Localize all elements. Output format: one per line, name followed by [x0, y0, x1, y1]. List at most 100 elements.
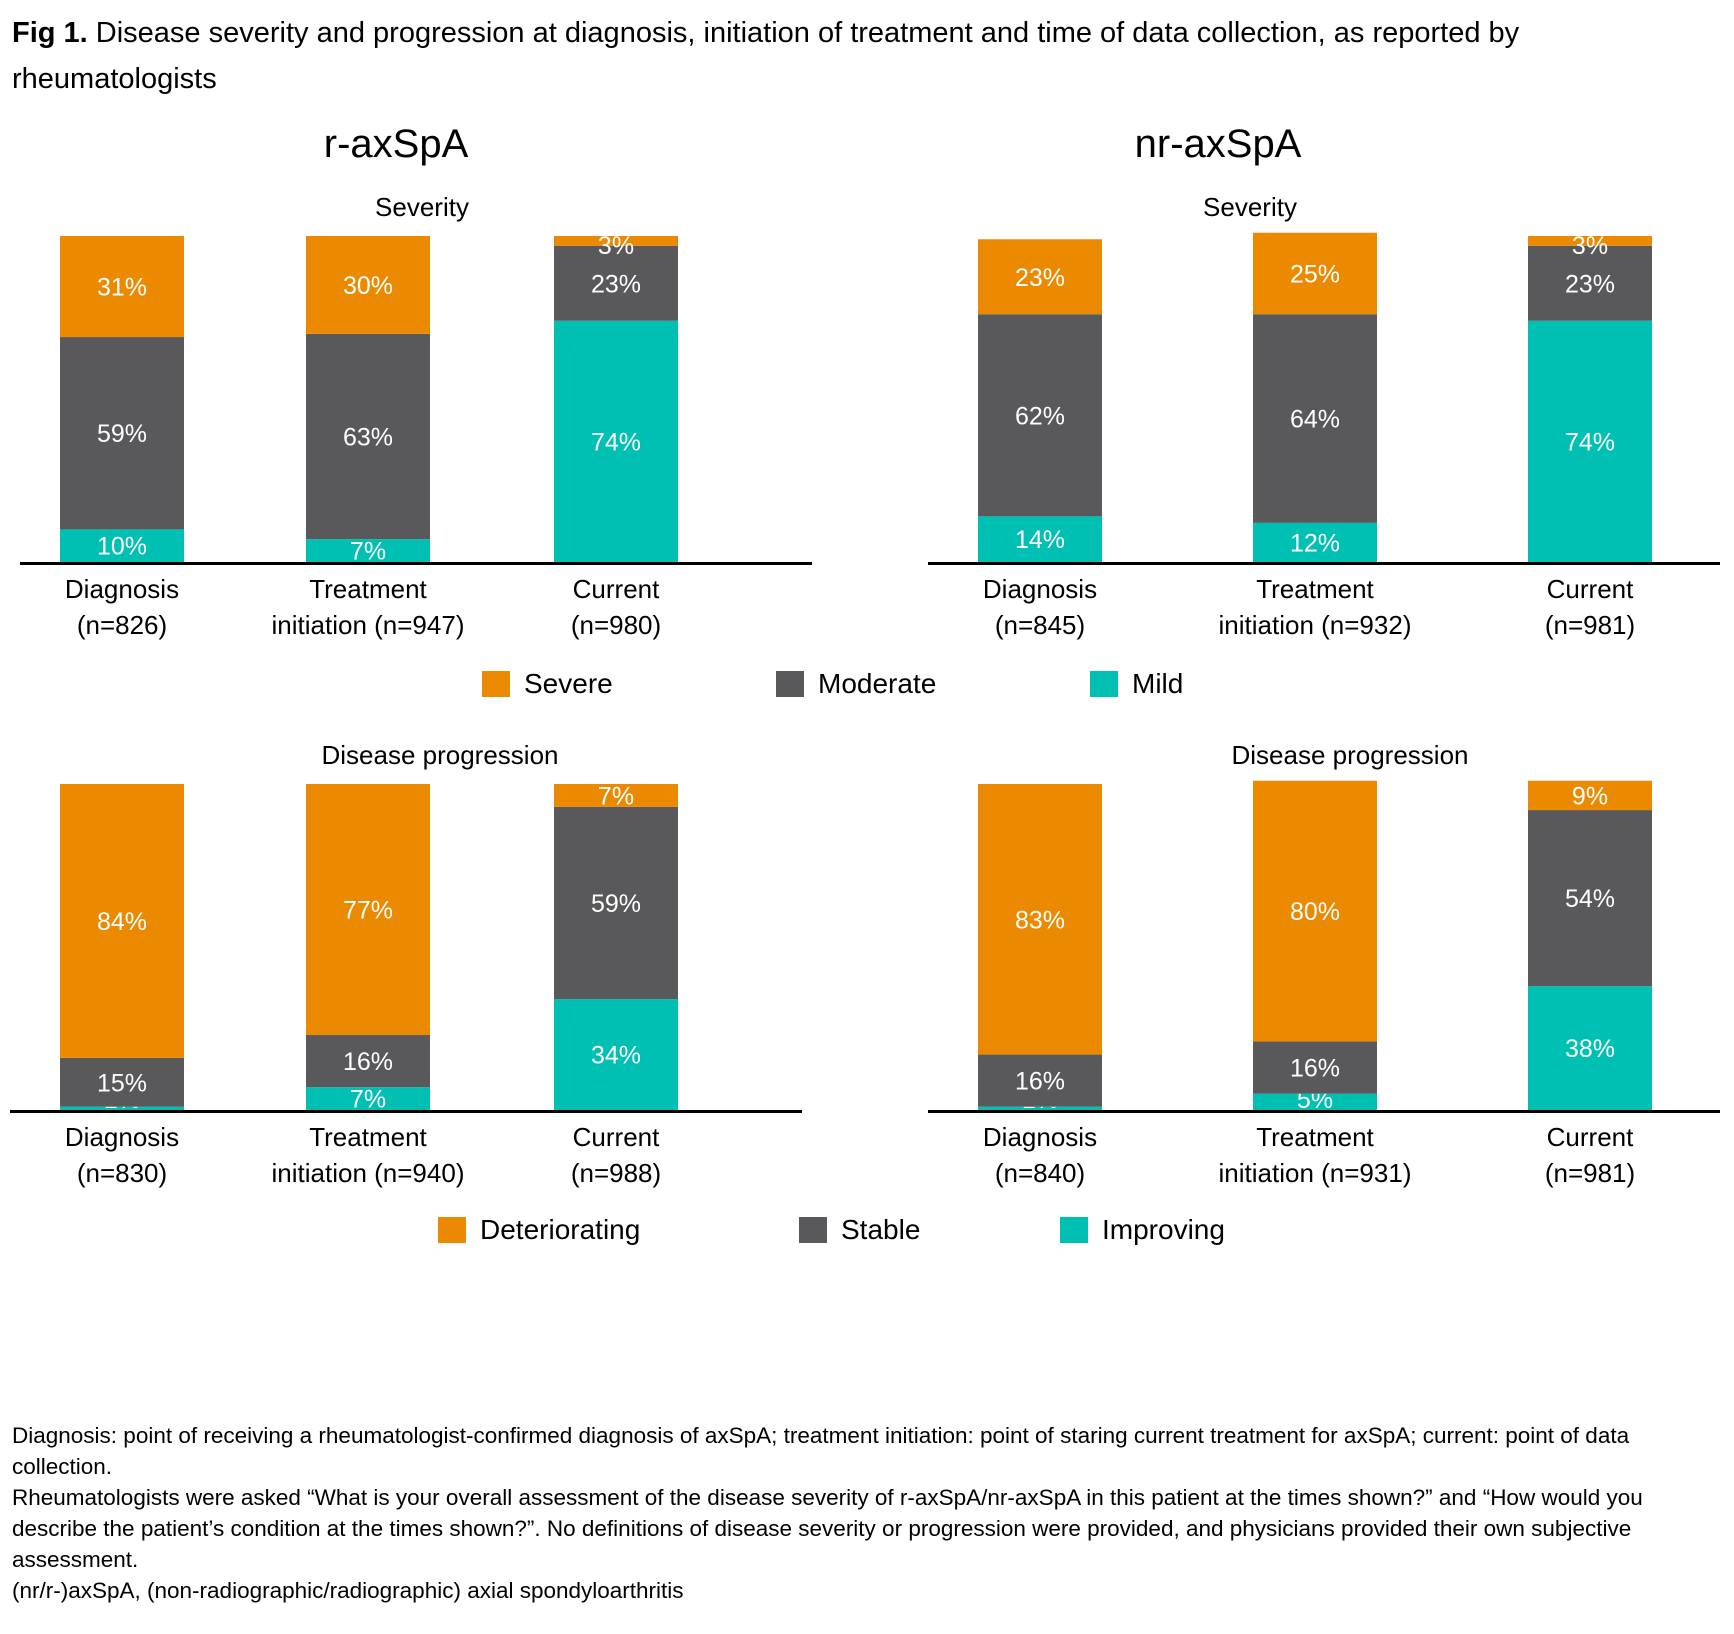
figure-caption: Disease severity and progression at diag…: [12, 17, 1520, 95]
legend-label-stable: Stable: [841, 1214, 921, 1245]
legend-label-severe: Severe: [524, 668, 613, 699]
category-label: Treatment: [1256, 574, 1374, 604]
legend-swatch-stable: [799, 1217, 827, 1243]
bar-segment-severe: [60, 236, 184, 338]
bar-segment-severe: [554, 236, 678, 246]
data-label-mild: 74%: [591, 428, 641, 456]
bar-segment-improving: [306, 1087, 430, 1110]
data-label-mild: 10%: [97, 533, 147, 561]
bar-segment-severe: [1253, 232, 1377, 315]
bar-segment-improving: [1253, 1093, 1377, 1110]
data-label-moderate: 23%: [1565, 270, 1615, 298]
category-label: Diagnosis: [65, 574, 179, 604]
data-label-improving: 7%: [350, 1086, 386, 1114]
figure-notes: Diagnosis: point of receiving a rheumato…: [12, 1420, 1722, 1606]
bar-segment-stable: [1528, 810, 1652, 987]
category-label: initiation (n=947): [272, 610, 465, 640]
bar-segment-stable: [554, 806, 678, 1000]
bar-segment-moderate: [978, 314, 1102, 517]
bar-segment-stable: [1253, 1041, 1377, 1094]
panel-title-nr-progression: Disease progression: [1231, 740, 1469, 770]
data-label-severe: 30%: [343, 272, 393, 300]
bar-segment-severe: [978, 239, 1102, 315]
bar-segment-improving: [978, 1106, 1102, 1110]
bar-segment-improving: [554, 999, 678, 1110]
legend-item-moderate: Moderate: [776, 668, 936, 700]
category-label: (n=988): [571, 1158, 661, 1188]
category-label: Treatment: [309, 574, 427, 604]
panel-title-r-severity: Severity: [375, 192, 469, 222]
bar-segment-mild: [306, 539, 430, 562]
data-label-severe: 3%: [598, 232, 634, 260]
note-abbreviations: (nr/r-)axSpA, (non-radiographic/radiogra…: [12, 1578, 684, 1603]
bar-segment-severe: [306, 236, 430, 334]
bar-segment-stable: [60, 1057, 184, 1107]
data-label-deteriorating: 77%: [343, 897, 393, 925]
category-label: Diagnosis: [65, 1122, 179, 1152]
category-label: (n=981): [1545, 1158, 1635, 1188]
bar-segment-deteriorating: [978, 784, 1102, 1055]
data-label-deteriorating: 7%: [598, 782, 634, 810]
bar-segment-mild: [978, 516, 1102, 562]
data-label-severe: 23%: [1015, 264, 1065, 292]
panel-title-r-progression: Disease progression: [321, 740, 559, 770]
data-label-mild: 7%: [350, 538, 386, 566]
legend-label-deteriorating: Deteriorating: [480, 1214, 641, 1245]
legend-label-mild: Mild: [1132, 668, 1184, 699]
note-definitions: Diagnosis: point of receiving a rheumato…: [12, 1423, 1630, 1479]
category-label: Diagnosis: [983, 1122, 1097, 1152]
bar-segment-improving: [1528, 986, 1652, 1110]
figure-label: Fig 1.: [12, 17, 88, 49]
data-label-stable: 16%: [1015, 1068, 1065, 1096]
legend-swatch-severe: [482, 671, 510, 697]
legend-swatch-moderate: [776, 671, 804, 697]
category-label: initiation (n=931): [1219, 1158, 1412, 1188]
category-label: Diagnosis: [983, 574, 1097, 604]
bar-segment-deteriorating: [554, 784, 678, 807]
data-label-stable: 16%: [343, 1048, 393, 1076]
group-title-nr-axspa: nr-axSpA: [1134, 122, 1302, 166]
bar-segment-mild: [554, 320, 678, 562]
bar-segment-moderate: [554, 245, 678, 321]
data-label-deteriorating: 84%: [97, 908, 147, 936]
legend-label-moderate: Moderate: [818, 668, 937, 699]
bar-segment-deteriorating: [306, 784, 430, 1036]
legend-item-severe: Severe: [482, 668, 613, 700]
data-label-severe: 31%: [97, 274, 147, 302]
bar-segment-deteriorating: [1528, 780, 1652, 811]
category-label: (n=830): [77, 1158, 167, 1188]
data-label-improving: 34%: [591, 1042, 641, 1070]
legend-item-improving: Improving: [1060, 1214, 1225, 1246]
note-questions: Rheumatologists were asked “What is your…: [12, 1485, 1643, 1572]
legend-swatch-improving: [1060, 1217, 1088, 1243]
data-label-stable: 54%: [1565, 885, 1615, 913]
bar-segment-severe: [1528, 236, 1652, 246]
group-title-r-axspa: r-axSpA: [323, 122, 469, 166]
bar-segment-stable: [978, 1054, 1102, 1107]
category-label: (n=826): [77, 610, 167, 640]
bar-segment-moderate: [1528, 245, 1652, 321]
category-label: Treatment: [309, 1122, 427, 1152]
data-label-severe: 25%: [1290, 260, 1340, 288]
category-label: (n=980): [571, 610, 661, 640]
bar-segment-moderate: [306, 333, 430, 540]
legend-swatch-deteriorating: [438, 1217, 466, 1243]
data-label-deteriorating: 80%: [1290, 898, 1340, 926]
data-label-improving: 38%: [1565, 1035, 1615, 1063]
figure-title: Fig 1. Disease severity and progression …: [12, 10, 1712, 102]
data-label-stable: 15%: [97, 1069, 147, 1097]
data-label-moderate: 63%: [343, 423, 393, 451]
data-label-severe: 3%: [1572, 232, 1608, 260]
panel-title-nr-severity: Severity: [1203, 192, 1297, 222]
data-label-mild: 74%: [1565, 428, 1615, 456]
category-label: (n=845): [995, 610, 1085, 640]
legend-item-stable: Stable: [799, 1214, 920, 1246]
category-label: Treatment: [1256, 1122, 1374, 1152]
bar-segment-deteriorating: [60, 784, 184, 1058]
category-label: initiation (n=940): [272, 1158, 465, 1188]
bar-segment-deteriorating: [1253, 780, 1377, 1042]
category-label: Current: [1547, 1122, 1634, 1152]
category-label: Current: [1547, 574, 1634, 604]
data-label-deteriorating: 83%: [1015, 906, 1065, 934]
data-label-moderate: 62%: [1015, 402, 1065, 430]
